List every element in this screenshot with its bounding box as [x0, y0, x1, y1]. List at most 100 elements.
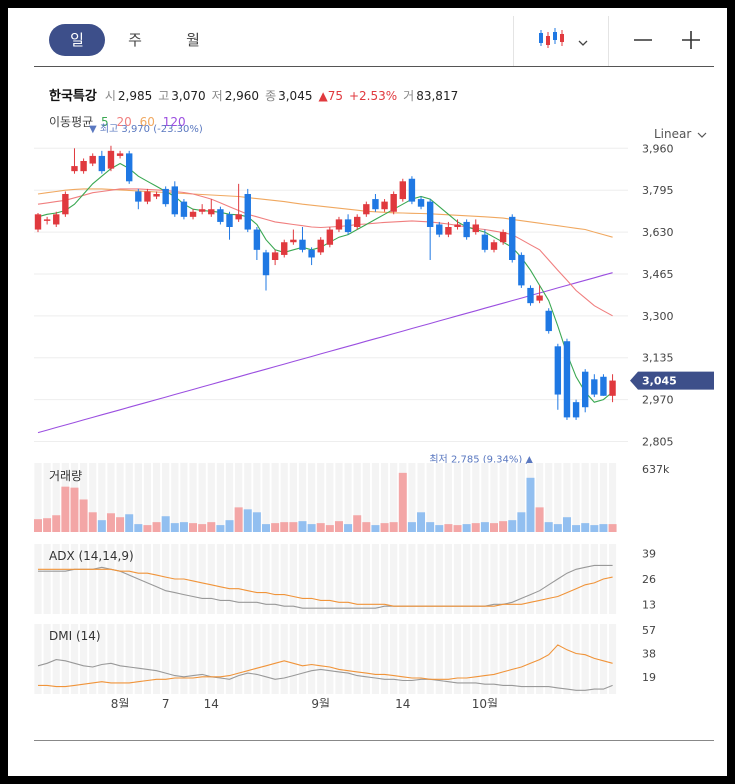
volume-stripe — [98, 463, 106, 532]
volume-bar — [234, 507, 243, 532]
scale-label: Linear — [654, 127, 692, 141]
open-value: 2,985 — [117, 89, 153, 103]
volume-bar — [198, 524, 207, 532]
volume-stripe — [143, 463, 152, 532]
high-label: 고 — [158, 89, 170, 103]
ma-60: 60 — [139, 115, 155, 129]
volume-stripe — [235, 463, 243, 532]
candle-body — [545, 310, 552, 332]
price-tick-label: 3,135 — [642, 352, 674, 365]
current-price-label: 3,045 — [642, 375, 677, 388]
adx-stripe — [308, 544, 316, 614]
ma120-line — [37, 272, 613, 434]
volume-bar — [344, 524, 353, 532]
dmi-stripe — [526, 624, 535, 694]
volume-stripe — [34, 463, 42, 532]
volume-stripe — [280, 463, 288, 532]
zoom-in-button[interactable] — [676, 20, 706, 60]
volume-bar — [444, 524, 453, 532]
toolbar-divider-line — [34, 66, 714, 67]
tab-daily[interactable]: 일 — [49, 24, 105, 56]
volume-bar — [407, 522, 416, 532]
volume-bar — [280, 522, 289, 532]
volume-bar — [426, 522, 435, 532]
bottom-divider-line — [34, 740, 714, 741]
chart-canvas[interactable]: 3,960 3,795 3,630 3,465 3,300 3,135 2,970 2,805… — [8, 8, 727, 708]
candle-body — [372, 199, 379, 210]
volume-stripe — [581, 463, 589, 532]
dmi-stripe — [499, 624, 507, 694]
candle-body — [499, 232, 507, 243]
volume-bar — [453, 525, 462, 532]
low-annotation: 최저 2,785 (9.34%) ▲ — [429, 454, 533, 466]
tab-monthly[interactable]: 월 — [186, 31, 200, 49]
volume-bar — [125, 514, 134, 532]
candle-body — [198, 209, 206, 212]
candle-body — [43, 219, 51, 221]
candle-body — [582, 371, 589, 408]
tab-weekly[interactable]: 주 — [128, 31, 142, 49]
volume-stripe — [152, 463, 161, 532]
scale-dropdown[interactable]: Linear — [654, 127, 707, 141]
chart-type-dropdown[interactable] — [528, 20, 598, 60]
toolbar-divider — [513, 16, 514, 66]
dmi-plus-line — [38, 644, 613, 688]
volume-tick-label: 637k — [642, 463, 670, 476]
candle-body — [34, 214, 42, 230]
candle-body — [527, 287, 534, 304]
adx-stripe — [335, 544, 343, 614]
dmi-stripe — [52, 624, 60, 694]
candle-body — [162, 188, 169, 205]
volume-bar — [362, 522, 371, 532]
volume-bar — [207, 522, 216, 532]
price-tick-label: 2,805 — [642, 436, 674, 449]
adx-stripe — [52, 544, 60, 614]
candle-body — [308, 249, 315, 258]
volume-stripe — [89, 463, 97, 532]
volume-bar — [189, 523, 198, 532]
candle-body — [53, 214, 60, 225]
dmi-stripe — [70, 624, 79, 694]
adx-stripe — [80, 544, 88, 614]
volume-stripe — [253, 463, 261, 532]
candle-body — [208, 209, 215, 215]
adx-stripe — [317, 544, 325, 614]
adx-stripe — [399, 544, 407, 614]
candle-body — [399, 181, 406, 200]
adx-stripe — [463, 544, 471, 614]
adx-stripe — [417, 544, 425, 614]
volume-stripe — [289, 463, 297, 532]
zoom-out-button[interactable] — [628, 20, 658, 60]
candle-body — [253, 229, 261, 250]
volume-bar — [599, 524, 608, 532]
volume-bar — [170, 523, 179, 532]
ma-legend-label: 이동평균 — [49, 115, 94, 129]
change-percent: +2.53% — [348, 89, 398, 103]
adx-stripe — [70, 544, 79, 614]
dmi-stripe — [262, 624, 270, 694]
moving-average-legend[interactable]: 이동평균 5 20 60 120 — [49, 113, 190, 130]
volume-bar — [262, 524, 270, 532]
volume-bar — [553, 524, 562, 532]
candle-body — [126, 153, 133, 182]
dmi-stripe — [444, 624, 452, 694]
volume-stripe — [125, 463, 133, 532]
price-tick-label: 3,630 — [642, 226, 674, 239]
volume-bar — [334, 521, 343, 532]
adx-stripe — [371, 544, 380, 614]
candle-body — [463, 221, 470, 238]
ma5-line — [37, 162, 613, 403]
volume-stripe — [572, 463, 580, 532]
dmi-stripe — [308, 624, 316, 694]
adx-stripe — [235, 544, 243, 614]
dmi-stripe — [463, 624, 471, 694]
volume-stripe — [380, 463, 389, 532]
volume-bar — [316, 523, 325, 532]
adx-title: ADX (14,14,9) — [49, 549, 134, 563]
volume-stripe — [271, 463, 279, 532]
candle-body — [445, 227, 452, 235]
volume-stripe — [308, 463, 316, 532]
volume-stripe — [207, 463, 215, 532]
adx-stripe — [216, 544, 224, 614]
candle-body — [344, 219, 352, 233]
